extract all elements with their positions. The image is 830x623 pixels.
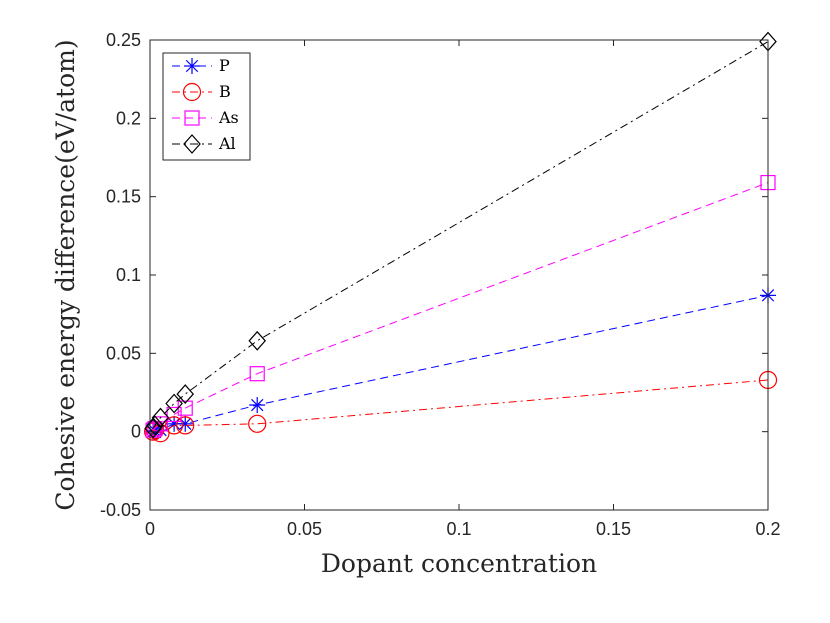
legend-label-as: As	[218, 108, 239, 127]
x-tick-label: 0.05	[287, 519, 322, 539]
y-tick-label: 0.15	[106, 187, 141, 207]
legend-label-al: Al	[218, 134, 236, 153]
x-tick-label: 0.1	[446, 519, 471, 539]
x-tick-label: 0	[145, 519, 155, 539]
y-tick-label: 0.05	[106, 343, 141, 363]
legend-label-p: P	[219, 56, 230, 75]
data-point-p	[249, 397, 266, 414]
x-tick-label: 0.15	[596, 519, 631, 539]
y-tick-label: 0.25	[106, 30, 141, 50]
data-point-al	[176, 384, 195, 404]
legend-label-b: B	[219, 82, 231, 101]
data-point-b	[165, 416, 184, 435]
y-axis-label: Cohesive energy difference(eV/atom)	[51, 39, 80, 510]
y-tick-label: 0.1	[116, 265, 141, 285]
series-al	[144, 31, 777, 439]
legend-marker-b	[182, 82, 202, 102]
legend-marker-as	[184, 110, 200, 126]
y-tick-label: -0.05	[100, 500, 141, 520]
series-line-b	[152, 379, 769, 434]
series-layer	[143, 31, 778, 443]
legend-box	[162, 52, 251, 161]
y-tick-label: 0.2	[116, 108, 141, 128]
x-tick-label: 0.2	[755, 519, 780, 539]
data-point-b	[176, 416, 195, 435]
data-point-as	[249, 366, 265, 382]
legend-item-p: P	[172, 56, 230, 75]
series-line-as	[152, 182, 769, 431]
data-point-as	[166, 406, 182, 423]
series-line-al	[152, 41, 769, 429]
x-axis-label: Dopant concentration	[321, 549, 597, 578]
data-point-as	[152, 416, 169, 432]
data-point-al	[165, 393, 183, 414]
y-tick-label: 0	[131, 422, 141, 442]
legend-item-as: As	[172, 108, 239, 127]
legend-item-al: Al	[172, 134, 236, 154]
legend: PB As Al	[162, 52, 251, 161]
legend-item-b: B	[172, 82, 231, 102]
data-point-b	[248, 414, 267, 433]
data-point-al	[151, 407, 170, 428]
data-point-al	[248, 330, 267, 351]
legend-marker-p	[184, 58, 200, 74]
legend-marker-al	[183, 134, 201, 154]
